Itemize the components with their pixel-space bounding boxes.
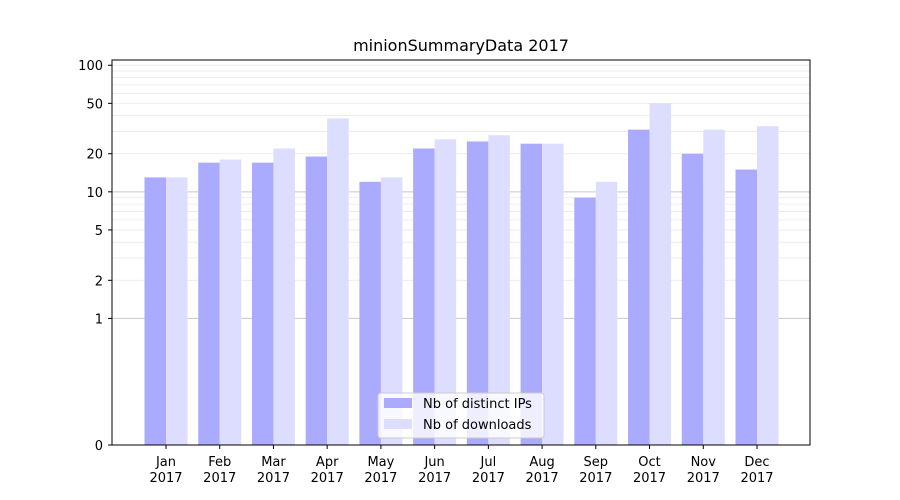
bar-ips: [413, 148, 435, 445]
bar-ips: [198, 162, 220, 445]
bar-ips: [144, 177, 166, 446]
bar-ips: [735, 169, 757, 445]
y-tick-label: 0: [95, 439, 103, 454]
legend: Nb of distinct IPs Nb of downloads: [377, 392, 545, 439]
x-tick-label-year: 2017: [418, 471, 451, 486]
bar-ips: [574, 197, 596, 445]
y-tick-label: 20: [86, 148, 103, 163]
x-tick-label-month: Mar: [261, 455, 286, 470]
x-axis: Jan2017Feb2017Mar2017Apr2017May2017Jun20…: [149, 445, 774, 486]
bar-downloads: [757, 126, 779, 446]
x-tick-label-year: 2017: [311, 471, 344, 486]
y-axis: 0 1 2 5 10 20 50 100: [78, 59, 112, 454]
plot-frame: [111, 59, 811, 446]
x-tick-label-year: 2017: [740, 471, 773, 486]
bar-downloads: [649, 103, 672, 445]
x-tick-label-month: Sep: [584, 455, 609, 470]
bar-downloads: [219, 159, 242, 445]
y-tick-label: 5: [95, 224, 103, 239]
y-tick-label: 2: [95, 274, 103, 289]
y-tick-label: 10: [86, 186, 103, 201]
bars: [144, 103, 779, 446]
legend-swatch-downloads: [384, 419, 412, 429]
chart-title: minionSummaryData 2017: [353, 36, 569, 55]
bar-downloads: [327, 118, 349, 445]
x-tick-label-month: Jun: [423, 455, 444, 470]
x-tick-label-month: Jan: [155, 455, 176, 470]
x-tick-label-year: 2017: [579, 471, 612, 486]
bar-downloads: [434, 139, 457, 445]
x-tick-label-month: Oct: [638, 455, 660, 470]
x-tick-label-month: May: [367, 455, 394, 470]
bar-downloads: [595, 181, 618, 445]
legend-swatch-ips: [384, 398, 412, 408]
legend-label-downloads: Nb of downloads: [423, 418, 532, 433]
bar-downloads: [273, 148, 295, 445]
x-tick-label-year: 2017: [149, 471, 182, 486]
x-tick-label-month: Feb: [208, 455, 231, 470]
x-tick-label-month: Apr: [316, 455, 339, 470]
x-tick-label-year: 2017: [633, 471, 666, 486]
legend-box: [377, 392, 545, 439]
x-tick-label-year: 2017: [472, 471, 505, 486]
bar-ips: [681, 153, 704, 446]
x-tick-label-year: 2017: [364, 471, 397, 486]
bar-ips: [628, 129, 650, 445]
x-tick-label-month: Nov: [691, 455, 717, 470]
bar-ips: [251, 162, 274, 445]
x-tick-label-month: Dec: [744, 455, 769, 470]
x-tick-label-year: 2017: [203, 471, 236, 486]
bar-downloads: [488, 135, 510, 445]
x-tick-label-month: Aug: [529, 455, 554, 470]
bar-ips: [520, 143, 543, 445]
x-tick-label-year: 2017: [257, 471, 290, 486]
x-tick-label-year: 2017: [526, 471, 559, 486]
legend-label-ips: Nb of distinct IPs: [423, 397, 532, 412]
y-tick-label: 1: [95, 312, 103, 327]
bar-ips: [466, 141, 489, 445]
x-tick-label-year: 2017: [687, 471, 720, 486]
x-tick-label-month: Jul: [480, 455, 497, 470]
bar-downloads: [542, 143, 564, 445]
y-tick-label: 50: [86, 97, 103, 112]
bar-downloads: [166, 177, 188, 446]
bar-ips: [359, 181, 381, 445]
y-tick-label: 100: [78, 59, 103, 74]
bar-ips: [305, 156, 328, 446]
bar-downloads: [380, 177, 403, 446]
bar-downloads: [703, 129, 725, 445]
